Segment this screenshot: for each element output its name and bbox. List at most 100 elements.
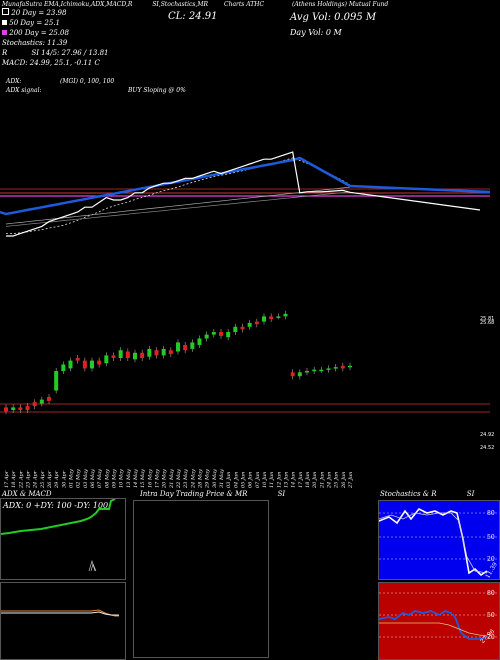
date-tick-label: 10 May bbox=[119, 469, 125, 488]
intraday-title-suffix: SI bbox=[277, 490, 286, 498]
candle-body bbox=[32, 402, 37, 407]
stoch-title-suffix: SI bbox=[466, 490, 475, 498]
date-tick-label: 22 May bbox=[176, 469, 182, 489]
date-tick-label: 06 Jun bbox=[248, 472, 254, 488]
candle-body bbox=[326, 368, 331, 370]
day-volume: Day Vol: 0 M bbox=[290, 28, 342, 37]
price-line bbox=[6, 151, 481, 237]
price-axis-label: 25.68 bbox=[480, 320, 494, 326]
candle-body bbox=[240, 326, 245, 330]
date-tick-label: 07 Jun bbox=[255, 472, 261, 488]
buy-signal: BUY Sloping @ 0% bbox=[128, 87, 186, 94]
date-tick-label: 03 Jun bbox=[226, 472, 232, 488]
date-tick-label: 16 May bbox=[147, 469, 153, 488]
candle-body bbox=[147, 348, 152, 357]
macd-readout: MACD: 24.99, 25.1, -0.11 C bbox=[2, 59, 100, 67]
date-tick-label: 18 Jun bbox=[305, 472, 311, 488]
date-tick-label: 29 Apr bbox=[54, 470, 60, 489]
date-tick-label: 24 Apr bbox=[33, 470, 39, 489]
date-tick-label: 17 May bbox=[155, 469, 161, 488]
date-tick-label: 20 May bbox=[162, 469, 168, 489]
header-title-part3: Charts ATHC bbox=[223, 1, 265, 8]
date-tick-label: 04 Jun bbox=[233, 472, 239, 488]
candle-body bbox=[276, 316, 281, 318]
date-tick-label: 21 May bbox=[169, 469, 175, 489]
rsi-tick-80: 80 bbox=[487, 590, 495, 597]
intraday-panel-title: Intra Day Trading Price & MR SI bbox=[140, 490, 285, 498]
candle-body bbox=[161, 348, 166, 356]
candle-body bbox=[97, 360, 102, 365]
stoch-readout: Stochastics: 11.39 bbox=[2, 39, 68, 47]
candle-body bbox=[176, 342, 180, 352]
header-title-part2: SI,Stochastics,MR bbox=[152, 1, 209, 8]
candle-body bbox=[125, 351, 130, 358]
date-tick-label: 08 May bbox=[104, 469, 110, 488]
candle-body bbox=[140, 352, 145, 358]
price-axis-label: 24.52 bbox=[480, 445, 494, 451]
adx-panel-title: ADX & MACD bbox=[2, 490, 52, 498]
adx-signal-label: ADX signal: bbox=[6, 87, 42, 94]
ema20-label: 20 Day = 23.98 bbox=[11, 9, 67, 17]
candle-body bbox=[154, 350, 159, 356]
candle-body bbox=[233, 326, 238, 332]
date-tick-label: 30 May bbox=[212, 469, 218, 488]
ichimoku-line-a bbox=[5, 186, 351, 225]
ema200-label: 200 Day = 25.08 bbox=[9, 29, 69, 37]
candle-body bbox=[118, 350, 123, 358]
rsi-readout: SI 14/5: 27.96 / 13.81 bbox=[31, 49, 109, 57]
ema50-line bbox=[0, 156, 491, 216]
date-tick-label: 25 Jun bbox=[334, 472, 340, 489]
rsi-tick-20: 20 bbox=[487, 634, 495, 641]
date-tick-label: 07 May bbox=[97, 469, 103, 488]
candle-body bbox=[18, 407, 23, 410]
date-tick-label: 11 Jun bbox=[269, 472, 275, 488]
date-tick-label: 30 Apr bbox=[61, 470, 67, 488]
date-tick-label: 14 Jun bbox=[291, 472, 297, 488]
header-title-part4: (Athens Holdings) Mutual Fund bbox=[292, 1, 389, 8]
date-tick-label: 27 Jun bbox=[348, 472, 354, 489]
ichimoku-line-b bbox=[5, 191, 351, 227]
price-axis-label: 24.92 bbox=[480, 432, 494, 438]
date-tick-label: 24 May bbox=[190, 469, 196, 489]
macd-panel bbox=[0, 582, 126, 660]
date-tick-label: 25 Apr bbox=[40, 470, 46, 489]
date-tick-label: 17 Apr bbox=[4, 470, 10, 488]
stoch-tick-80: 80 bbox=[487, 510, 495, 517]
header-title: MunafaSutra EMA,Ichimoku,ADX,MACD,R SI,S… bbox=[2, 1, 388, 8]
candle-body bbox=[90, 360, 94, 369]
candle-body bbox=[25, 406, 30, 410]
rsi-panel: 80 50 20 27.96 bbox=[378, 582, 500, 660]
upper-price-chart bbox=[0, 151, 491, 237]
date-tick-label: 13 May bbox=[126, 469, 132, 488]
adx-panel-readout: ADX: 0 +DY: 100 -DY: 100 bbox=[3, 501, 109, 510]
ema20-line bbox=[6, 157, 351, 235]
candle-body bbox=[133, 352, 137, 360]
date-tick-label: 12 Jun bbox=[276, 472, 282, 488]
rsi-lines bbox=[379, 592, 499, 640]
date-tick-label: 23 May bbox=[183, 469, 189, 489]
close-price: CL: 24.91 bbox=[168, 11, 218, 22]
candlestick-chart bbox=[0, 310, 490, 415]
ema50-label: 50 Day = 25.1 bbox=[9, 19, 61, 27]
stoch-panel: 80 50 20 11.39 bbox=[378, 500, 500, 580]
candle-body bbox=[340, 365, 345, 369]
adx-values: (MGI) 0, 100, 100 bbox=[60, 78, 115, 85]
candle-body bbox=[75, 358, 80, 361]
candle-body bbox=[183, 345, 188, 351]
date-tick-label: 14 May bbox=[133, 469, 139, 488]
candle-body bbox=[247, 322, 252, 327]
intraday-title-main: Intra Day Trading Price & MR bbox=[140, 490, 248, 498]
date-tick-label: 29 May bbox=[205, 469, 211, 489]
candle-body bbox=[197, 338, 202, 345]
adx-lines bbox=[1, 499, 116, 572]
candle-body bbox=[319, 369, 324, 372]
date-tick-label: 31 May bbox=[219, 469, 225, 488]
candle-body bbox=[111, 355, 116, 358]
date-tick-label: 26 Jun bbox=[341, 472, 347, 489]
candle-body bbox=[312, 369, 317, 372]
stoch-panel-title: Stochastics & R SI bbox=[380, 490, 474, 498]
stoch-tick-50: 50 bbox=[487, 534, 495, 541]
rsi-label: R bbox=[2, 49, 8, 57]
